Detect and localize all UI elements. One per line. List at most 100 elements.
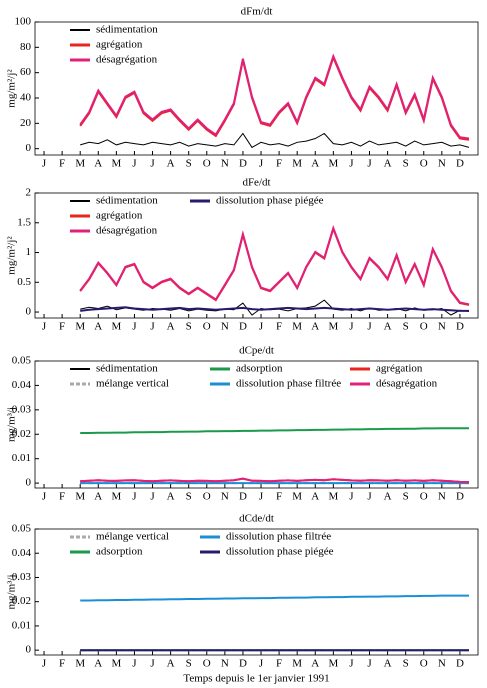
x-tick-label: A — [94, 658, 102, 670]
legend-label: dissolution phase filtrée — [226, 531, 331, 543]
series-line — [80, 299, 470, 316]
x-tick-label: M — [75, 658, 85, 670]
x-tick-label: J — [367, 158, 372, 170]
x-tick-label: N — [438, 658, 446, 670]
x-tick-label: A — [94, 158, 102, 170]
plot-frame — [34, 192, 479, 319]
legend-label: adsorption — [236, 363, 283, 375]
y-axis-label: mg/m²/j² — [6, 69, 18, 108]
panel-title: dFm/dt — [241, 6, 273, 18]
y-tick-label: 0.03 — [12, 403, 32, 415]
series-line — [80, 132, 470, 149]
x-tick-label: N — [438, 321, 446, 333]
x-tick-label: M — [292, 491, 302, 503]
legend-label: désagrégation — [96, 225, 158, 237]
x-tick-label: S — [403, 158, 409, 170]
x-tick-label: O — [203, 321, 211, 333]
x-tick-label: J — [259, 491, 264, 503]
x-tick-label: S — [186, 491, 192, 503]
x-tick-label: M — [75, 321, 85, 333]
x-tick-label: J — [259, 158, 264, 170]
x-tick-label: O — [203, 658, 211, 670]
x-tick-label: A — [167, 158, 175, 170]
x-tick-label: S — [403, 321, 409, 333]
y-tick-label: 80 — [20, 41, 32, 53]
x-tick-label: J — [132, 658, 137, 670]
y-tick-label: 1.5 — [17, 216, 31, 228]
x-tick-label: J — [349, 158, 354, 170]
x-tick-label: A — [311, 491, 319, 503]
x-tick-label: N — [438, 491, 446, 503]
panel-title: dCde/dt — [239, 513, 274, 525]
x-tick-label: M — [292, 321, 302, 333]
x-tick-label: D — [456, 321, 464, 333]
y-tick-label: 0.01 — [12, 619, 31, 631]
x-tick-label: F — [59, 321, 65, 333]
x-tick-label: M — [328, 158, 338, 170]
x-tick-label: O — [203, 158, 211, 170]
x-axis-label: Temps depuis le 1er janvier 1991 — [183, 673, 329, 685]
x-tick-label: D — [239, 658, 247, 670]
x-tick-label: N — [438, 158, 446, 170]
series-line — [79, 225, 470, 306]
legend-label: agrégation — [376, 363, 423, 375]
x-tick-label: O — [420, 321, 428, 333]
x-tick-label: J — [132, 158, 137, 170]
x-tick-label: O — [420, 158, 428, 170]
legend-label: agrégation — [96, 210, 143, 222]
x-tick-label: A — [384, 321, 392, 333]
legend-label: sédimentation — [96, 195, 158, 207]
y-tick-label: 0.03 — [12, 571, 32, 583]
x-tick-label: J — [132, 491, 137, 503]
x-tick-label: J — [42, 158, 47, 170]
x-tick-label: A — [167, 658, 175, 670]
x-tick-label: J — [349, 658, 354, 670]
x-tick-label: S — [186, 321, 192, 333]
y-tick-label: 0 — [26, 644, 32, 656]
y-tick-label: 0 — [26, 142, 32, 154]
series-line — [80, 427, 469, 434]
x-tick-label: F — [276, 158, 282, 170]
legend-label: dissolution phase piégée — [216, 195, 324, 207]
x-tick-label: D — [456, 491, 464, 503]
x-tick-label: F — [276, 321, 282, 333]
y-axis-label: mg/m³/j — [6, 574, 18, 609]
series-line — [79, 53, 470, 140]
x-tick-label: J — [150, 158, 155, 170]
x-tick-label: J — [259, 658, 264, 670]
legend-label: agrégation — [96, 39, 143, 51]
y-tick-label: 0.5 — [17, 276, 31, 288]
x-tick-label: D — [239, 158, 247, 170]
y-tick-label: 0.04 — [12, 379, 32, 391]
x-tick-label: A — [94, 491, 102, 503]
x-tick-label: A — [311, 158, 319, 170]
x-tick-label: O — [420, 658, 428, 670]
x-tick-label: A — [167, 491, 175, 503]
x-tick-label: M — [111, 658, 121, 670]
y-tick-label: 0 — [26, 477, 32, 489]
x-tick-label: M — [292, 158, 302, 170]
x-tick-label: F — [276, 658, 282, 670]
x-tick-label: J — [42, 321, 47, 333]
x-tick-label: M — [292, 658, 302, 670]
plot-frame — [34, 360, 479, 489]
x-tick-label: S — [186, 158, 192, 170]
y-axis-label: mg/m³/j — [6, 407, 18, 442]
x-tick-label: J — [150, 491, 155, 503]
panel-title: dFe/dt — [242, 177, 270, 189]
x-tick-label: M — [75, 491, 85, 503]
legend-label: dissolution phase piégée — [226, 546, 334, 558]
x-tick-label: F — [59, 658, 65, 670]
x-tick-label: S — [403, 658, 409, 670]
y-tick-label: 0.01 — [12, 452, 31, 464]
x-tick-label: J — [150, 321, 155, 333]
x-tick-label: J — [42, 658, 47, 670]
x-tick-label: N — [221, 158, 229, 170]
panel-title: dCpe/dt — [239, 345, 274, 357]
x-tick-label: A — [167, 321, 175, 333]
x-tick-label: J — [367, 321, 372, 333]
x-tick-label: F — [59, 158, 65, 170]
y-tick-label: 0.02 — [12, 595, 31, 607]
x-tick-label: J — [349, 321, 354, 333]
